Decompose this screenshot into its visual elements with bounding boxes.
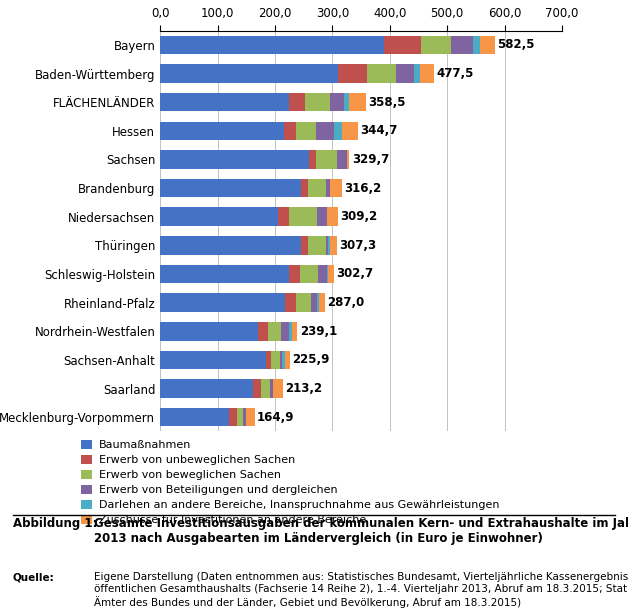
Bar	[420, 64, 435, 83]
Text: 307,3: 307,3	[339, 239, 376, 252]
Bar	[305, 93, 330, 111]
Bar	[270, 379, 273, 398]
Text: 477,5: 477,5	[436, 67, 474, 80]
Bar	[289, 322, 291, 340]
Bar	[349, 93, 366, 111]
Bar	[317, 207, 327, 226]
Bar	[328, 264, 334, 283]
Text: Gesamte Investitionsausgaben der kommunalen Kern- und Extrahaushalte im Jahr
201: Gesamte Investitionsausgaben der kommuna…	[94, 517, 628, 545]
Bar	[330, 236, 337, 255]
Bar	[160, 264, 290, 283]
Bar	[301, 179, 308, 198]
Text: Abbildung 1:: Abbildung 1:	[13, 517, 97, 530]
Bar	[326, 179, 330, 198]
Bar	[290, 207, 317, 226]
Bar	[283, 351, 285, 369]
Bar	[291, 322, 298, 340]
Bar	[290, 93, 305, 111]
Text: 582,5: 582,5	[497, 39, 534, 51]
Bar	[452, 35, 473, 54]
Text: 309,2: 309,2	[340, 210, 377, 223]
Bar	[317, 122, 333, 140]
Bar	[300, 264, 318, 283]
Bar	[160, 293, 285, 312]
Bar	[367, 64, 396, 83]
Text: 225,9: 225,9	[292, 353, 330, 367]
Bar	[160, 179, 301, 198]
Bar	[311, 293, 318, 312]
Bar	[271, 351, 279, 369]
Bar	[330, 93, 344, 111]
Bar	[160, 122, 284, 140]
Bar	[342, 122, 358, 140]
Legend: Baumaßnahmen, Erwerb von unbeweglichen Sachen, Erwerb von beweglichen Sachen, Er: Baumaßnahmen, Erwerb von unbeweglichen S…	[81, 440, 499, 525]
Text: 358,5: 358,5	[368, 95, 406, 109]
Bar	[261, 379, 270, 398]
Bar	[310, 150, 317, 169]
Bar	[384, 35, 421, 54]
Bar	[253, 379, 261, 398]
Text: 287,0: 287,0	[327, 296, 364, 309]
Bar	[237, 408, 244, 427]
Bar	[285, 293, 296, 312]
Text: 344,7: 344,7	[360, 124, 398, 137]
Bar	[281, 322, 289, 340]
Bar	[330, 179, 342, 198]
Bar	[160, 93, 290, 111]
Bar	[308, 236, 325, 255]
Bar	[480, 35, 495, 54]
Bar	[160, 64, 338, 83]
Bar	[246, 408, 255, 427]
Bar	[278, 207, 290, 226]
Bar	[296, 122, 317, 140]
Bar	[244, 408, 246, 427]
Bar	[160, 35, 384, 54]
Bar	[396, 64, 414, 83]
Bar	[273, 379, 283, 398]
Bar	[318, 264, 327, 283]
Bar	[160, 322, 257, 340]
Bar	[268, 322, 281, 340]
Bar	[266, 351, 271, 369]
Bar	[160, 379, 253, 398]
Text: 213,2: 213,2	[285, 382, 322, 395]
Bar	[421, 35, 452, 54]
Bar	[338, 64, 367, 83]
Text: 316,2: 316,2	[344, 182, 381, 195]
Bar	[414, 64, 420, 83]
Bar	[325, 236, 328, 255]
Text: 329,7: 329,7	[352, 153, 389, 166]
Bar	[318, 293, 325, 312]
Bar	[333, 122, 342, 140]
Bar	[317, 150, 337, 169]
Bar	[296, 293, 311, 312]
Bar	[328, 236, 330, 255]
Text: 164,9: 164,9	[257, 411, 295, 424]
Text: Quelle:: Quelle:	[13, 572, 54, 582]
Text: 239,1: 239,1	[300, 325, 337, 338]
Bar	[301, 236, 308, 255]
Bar	[160, 408, 229, 427]
Bar	[327, 207, 338, 226]
Bar	[284, 122, 296, 140]
Bar	[285, 351, 290, 369]
Bar	[160, 207, 278, 226]
Bar	[290, 264, 300, 283]
Text: 302,7: 302,7	[336, 267, 374, 280]
Bar	[257, 322, 268, 340]
Bar	[473, 35, 480, 54]
Bar	[327, 264, 328, 283]
Bar	[229, 408, 237, 427]
Bar	[344, 93, 349, 111]
Bar	[160, 150, 310, 169]
Bar	[347, 150, 349, 169]
Bar	[337, 150, 347, 169]
Bar	[279, 351, 283, 369]
Text: Eigene Darstellung (Daten entnommen aus: Statistisches Bundesamt, Vierteljährlic: Eigene Darstellung (Daten entnommen aus:…	[94, 572, 628, 608]
Bar	[308, 179, 326, 198]
Bar	[160, 351, 266, 369]
Bar	[160, 236, 301, 255]
